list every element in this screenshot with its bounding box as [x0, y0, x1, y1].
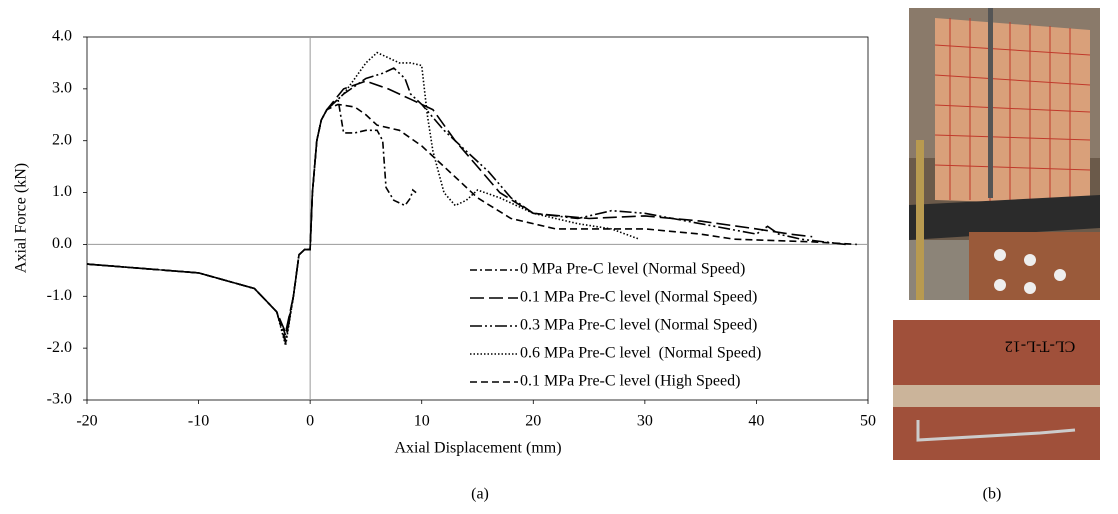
x-tick-label: 30: [637, 413, 653, 430]
x-axis-label: Axial Displacement (mm): [394, 440, 561, 457]
photo-label: CL-T-L-12: [1005, 337, 1076, 354]
photo-tie: CL-T-L-12: [893, 320, 1100, 460]
legend-bg: [466, 314, 866, 338]
photo-specimen: [909, 8, 1100, 300]
plot-frame: [86, 36, 869, 401]
x-tick-label: 0: [306, 413, 314, 430]
x-tick-label: 10: [414, 413, 430, 430]
y-tick-label: 4.0: [52, 28, 72, 45]
y-tick-label: -1.0: [47, 287, 72, 304]
legend-label: 0.3 MPa Pre-C level (Normal Speed): [520, 317, 757, 334]
legend-bg: [466, 342, 866, 366]
legend-label: 0 MPa Pre-C level (Normal Speed): [520, 261, 745, 278]
x-tick-label: -10: [188, 413, 209, 430]
caption: (a): [471, 486, 489, 503]
series-line: [86, 80, 813, 336]
x-tick-label: 50: [860, 413, 876, 430]
legend-bg: [466, 370, 866, 394]
x-tick-label: 40: [748, 413, 764, 430]
series-line: [86, 103, 857, 339]
y-tick-label: 0.0: [52, 235, 72, 252]
y-tick-label: 1.0: [52, 183, 72, 200]
x-tick-label: -20: [76, 413, 97, 430]
legend-bg: [466, 258, 866, 282]
y-tick-label: -2.0: [47, 339, 72, 356]
legend-bg: [466, 286, 866, 310]
y-tick-label: 2.0: [52, 131, 72, 148]
y-axis-label: Axial Force (kN): [13, 163, 30, 273]
legend-label: 0.1 MPa Pre-C level (High Speed): [520, 373, 740, 390]
y-tick-label: -3.0: [47, 391, 72, 408]
series-line: [86, 97, 417, 341]
caption: (b): [983, 486, 1002, 503]
legend-label: 0.6 MPa Pre-C level (Normal Speed): [520, 345, 761, 362]
x-tick-label: 20: [525, 413, 541, 430]
legend-label: 0.1 MPa Pre-C level (Normal Speed): [520, 289, 757, 306]
y-tick-label: 3.0: [52, 80, 72, 97]
